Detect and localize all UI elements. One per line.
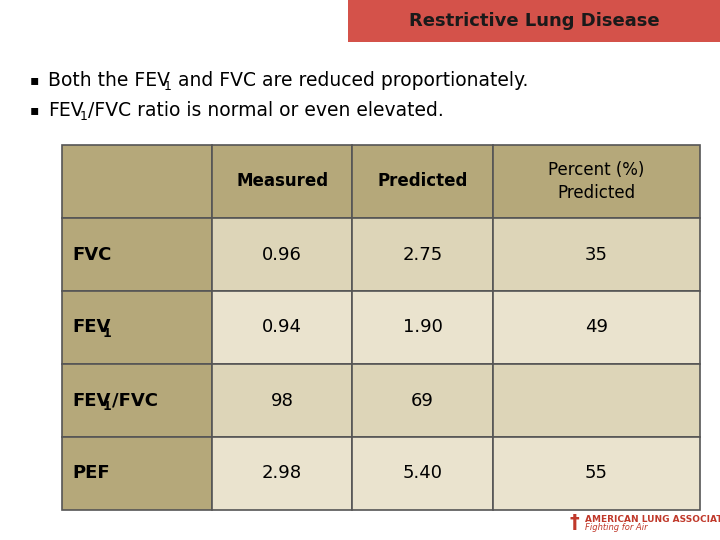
Text: Both the FEV: Both the FEV (48, 71, 170, 90)
Bar (492, 437, 700, 510)
Bar (212, 364, 352, 437)
Text: Restrictive Lung Disease: Restrictive Lung Disease (409, 12, 660, 30)
Bar (62, 291, 212, 364)
Text: Percent (%)
Predicted: Percent (%) Predicted (548, 161, 644, 202)
Bar (212, 291, 352, 364)
Text: 55: 55 (585, 464, 608, 483)
Bar (352, 145, 492, 218)
Bar (352, 364, 492, 437)
Text: 1: 1 (103, 327, 112, 340)
Text: 0.94: 0.94 (262, 319, 302, 336)
Text: 2.75: 2.75 (402, 246, 443, 264)
Bar (212, 145, 352, 218)
Text: Predicted: Predicted (377, 172, 468, 191)
Text: FEV: FEV (72, 392, 110, 409)
Text: 0.96: 0.96 (262, 246, 302, 264)
Bar (492, 145, 700, 218)
Text: ▪: ▪ (30, 103, 40, 117)
Bar (352, 437, 492, 510)
Text: FEV: FEV (48, 100, 84, 119)
Bar (352, 291, 492, 364)
Text: /FVC: /FVC (112, 392, 158, 409)
Text: Measured: Measured (236, 172, 328, 191)
Text: 49: 49 (585, 319, 608, 336)
Bar (62, 437, 212, 510)
Text: 2.98: 2.98 (262, 464, 302, 483)
Text: ▪: ▪ (30, 73, 40, 87)
Text: 69: 69 (411, 392, 434, 409)
Text: AMERICAN LUNG ASSOCIATION.: AMERICAN LUNG ASSOCIATION. (585, 516, 720, 524)
Text: 35: 35 (585, 246, 608, 264)
Bar (492, 364, 700, 437)
Bar (492, 218, 700, 291)
Bar (492, 291, 700, 364)
Text: 1.90: 1.90 (402, 319, 442, 336)
Bar (212, 437, 352, 510)
Bar (62, 218, 212, 291)
Bar (212, 218, 352, 291)
Text: 1: 1 (164, 79, 172, 92)
Text: 1: 1 (103, 400, 112, 413)
Bar (62, 145, 212, 218)
Text: PEF: PEF (72, 464, 109, 483)
Text: 1: 1 (80, 110, 88, 123)
Text: FVC: FVC (72, 246, 112, 264)
Text: 98: 98 (271, 392, 294, 409)
Text: Fighting for Air: Fighting for Air (585, 523, 647, 532)
Text: †: † (570, 512, 580, 531)
Bar (62, 364, 212, 437)
Bar (352, 218, 492, 291)
Text: 5.40: 5.40 (402, 464, 443, 483)
Text: FEV: FEV (72, 319, 110, 336)
Bar (348, 0, 720, 42)
Text: and FVC are reduced proportionately.: and FVC are reduced proportionately. (172, 71, 528, 90)
Text: /FVC ratio is normal or even elevated.: /FVC ratio is normal or even elevated. (88, 100, 444, 119)
